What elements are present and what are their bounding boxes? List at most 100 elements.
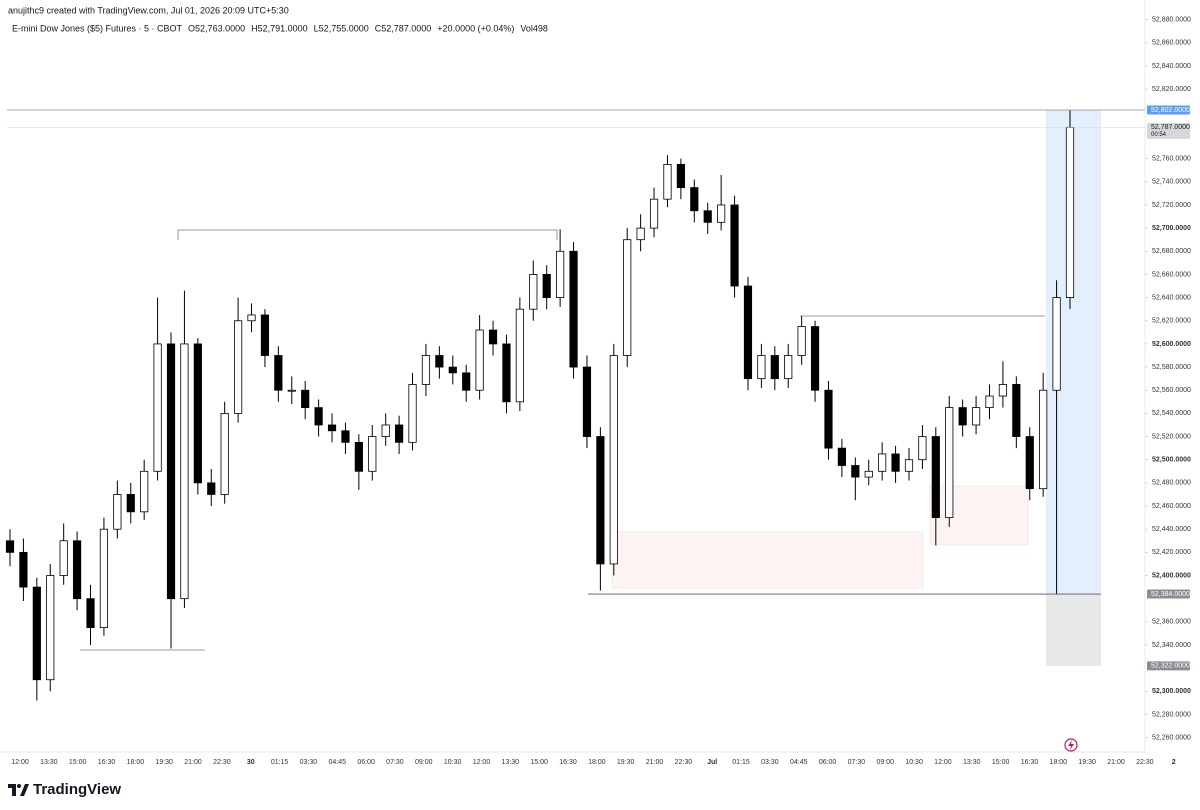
legend-value: +20.0000 (+0.04%) <box>437 23 514 33</box>
candle-body <box>1052 297 1061 391</box>
candle-body <box>126 494 135 513</box>
y-tick-label: 52,340.0000 <box>1152 642 1191 649</box>
candle-body <box>435 355 444 368</box>
y-tick-label: 52,360.0000 <box>1152 619 1191 626</box>
y-tick-label: 52,480.0000 <box>1152 480 1191 487</box>
candle-body <box>1065 126 1075 298</box>
candle-body <box>904 459 914 472</box>
x-tick-label: 15:00 <box>530 759 548 766</box>
x-tick-label: 16:30 <box>1021 759 1039 766</box>
x-tick-label: 21:00 <box>1107 759 1125 766</box>
price-marker-label: 52,802.0000 <box>1151 107 1190 114</box>
candle-body <box>193 343 202 484</box>
y-tick-label: 52,260.0000 <box>1152 734 1191 741</box>
candle-body <box>234 320 243 414</box>
candle-body <box>676 164 685 188</box>
y-tick-label: 52,600.0000 <box>1152 341 1191 348</box>
candle-body <box>985 395 994 409</box>
x-tick-label: 22:30 <box>675 759 693 766</box>
y-tick-label: 52,300.0000 <box>1152 688 1191 695</box>
chart-title: E-mini Dow Jones ($5) Futures · 5 · CBOT <box>12 23 183 33</box>
legend-value: Vol498 <box>520 23 548 33</box>
x-tick-label: 12:00 <box>11 759 29 766</box>
y-tick-label: 52,500.0000 <box>1152 457 1191 464</box>
legend-value: L52,755.0000 <box>314 23 369 33</box>
candle-body <box>5 540 15 553</box>
x-tick-label: 18:00 <box>127 759 145 766</box>
candle-body <box>784 355 793 380</box>
candle-body <box>207 482 216 495</box>
candle-body <box>864 470 873 478</box>
y-tick-label: 52,880.0000 <box>1152 17 1191 24</box>
candle-body <box>810 326 820 391</box>
y-tick-label: 52,400.0000 <box>1152 572 1191 579</box>
candle-body <box>891 453 900 472</box>
y-tick-label: 52,520.0000 <box>1152 433 1191 440</box>
candle-body <box>596 436 605 565</box>
candle-body <box>301 389 310 409</box>
legend-value: O52,763.0000 <box>188 23 245 33</box>
y-tick-label: 52,460.0000 <box>1152 503 1191 510</box>
candle-body <box>717 204 726 223</box>
x-tick-label: 19:30 <box>155 759 173 766</box>
x-tick-label: 12:00 <box>473 759 491 766</box>
candle-body <box>381 424 390 437</box>
candle-body <box>46 575 55 681</box>
candle-body <box>327 424 337 432</box>
x-tick-label: 18:00 <box>588 759 606 766</box>
candle-body <box>743 285 753 380</box>
x-tick-label: 16:30 <box>98 759 116 766</box>
candle-body <box>569 250 578 368</box>
candle-body <box>368 436 377 472</box>
candle-body <box>153 343 162 472</box>
candle-body <box>824 389 833 449</box>
y-tick-label: 52,820.0000 <box>1152 86 1191 93</box>
x-tick-label: 03:30 <box>761 759 779 766</box>
candle-body <box>395 424 404 443</box>
x-tick-label: 09:00 <box>415 759 433 766</box>
y-tick-label: 52,620.0000 <box>1152 318 1191 325</box>
x-tick-label: Jul <box>707 759 717 766</box>
y-tick-label: 52,740.0000 <box>1152 179 1191 186</box>
y-tick-label: 52,700.0000 <box>1152 225 1191 232</box>
candle-body <box>770 355 779 380</box>
x-tick-label: 07:30 <box>386 759 404 766</box>
candle-body <box>86 598 95 629</box>
candle-body <box>354 441 363 472</box>
candle-body <box>649 198 659 229</box>
zone <box>611 531 924 589</box>
candle-body <box>113 494 122 530</box>
price-marker-countdown: 00:54 <box>1151 132 1167 138</box>
x-tick-label: 04:45 <box>328 759 346 766</box>
price-marker-label: 52,322.0000 <box>1151 663 1190 670</box>
y-tick-label: 52,760.0000 <box>1152 155 1191 162</box>
x-tick-label: 04:45 <box>790 759 808 766</box>
alert-icon[interactable] <box>1064 738 1078 752</box>
y-tick-label: 52,420.0000 <box>1152 549 1191 556</box>
x-tick-label: 01:15 <box>732 759 750 766</box>
candle-body <box>72 540 82 600</box>
candle-body <box>918 436 927 461</box>
x-tick-label: 22:30 <box>213 759 231 766</box>
candle-body <box>341 430 350 443</box>
candle-body <box>314 407 323 426</box>
candle-body <box>59 540 68 576</box>
candle-body <box>582 366 592 437</box>
candle-body <box>730 204 739 287</box>
candle-body <box>99 528 109 629</box>
candle-body <box>958 407 967 426</box>
stop-zone <box>1046 595 1101 666</box>
y-tick-label: 52,540.0000 <box>1152 410 1191 417</box>
x-tick-label: 16:30 <box>559 759 577 766</box>
candle-body <box>663 164 672 200</box>
x-tick-label: 10:30 <box>444 759 462 766</box>
x-tick-label: 18:00 <box>1050 759 1068 766</box>
x-tick-label: 13:30 <box>40 759 58 766</box>
brand: TradingView <box>33 781 121 798</box>
candle-body <box>502 343 511 403</box>
candle-body <box>448 366 457 374</box>
x-tick-label: 07:30 <box>848 759 866 766</box>
candle-body <box>998 384 1008 397</box>
candle-body <box>623 239 632 356</box>
y-tick-label: 52,640.0000 <box>1152 294 1191 301</box>
